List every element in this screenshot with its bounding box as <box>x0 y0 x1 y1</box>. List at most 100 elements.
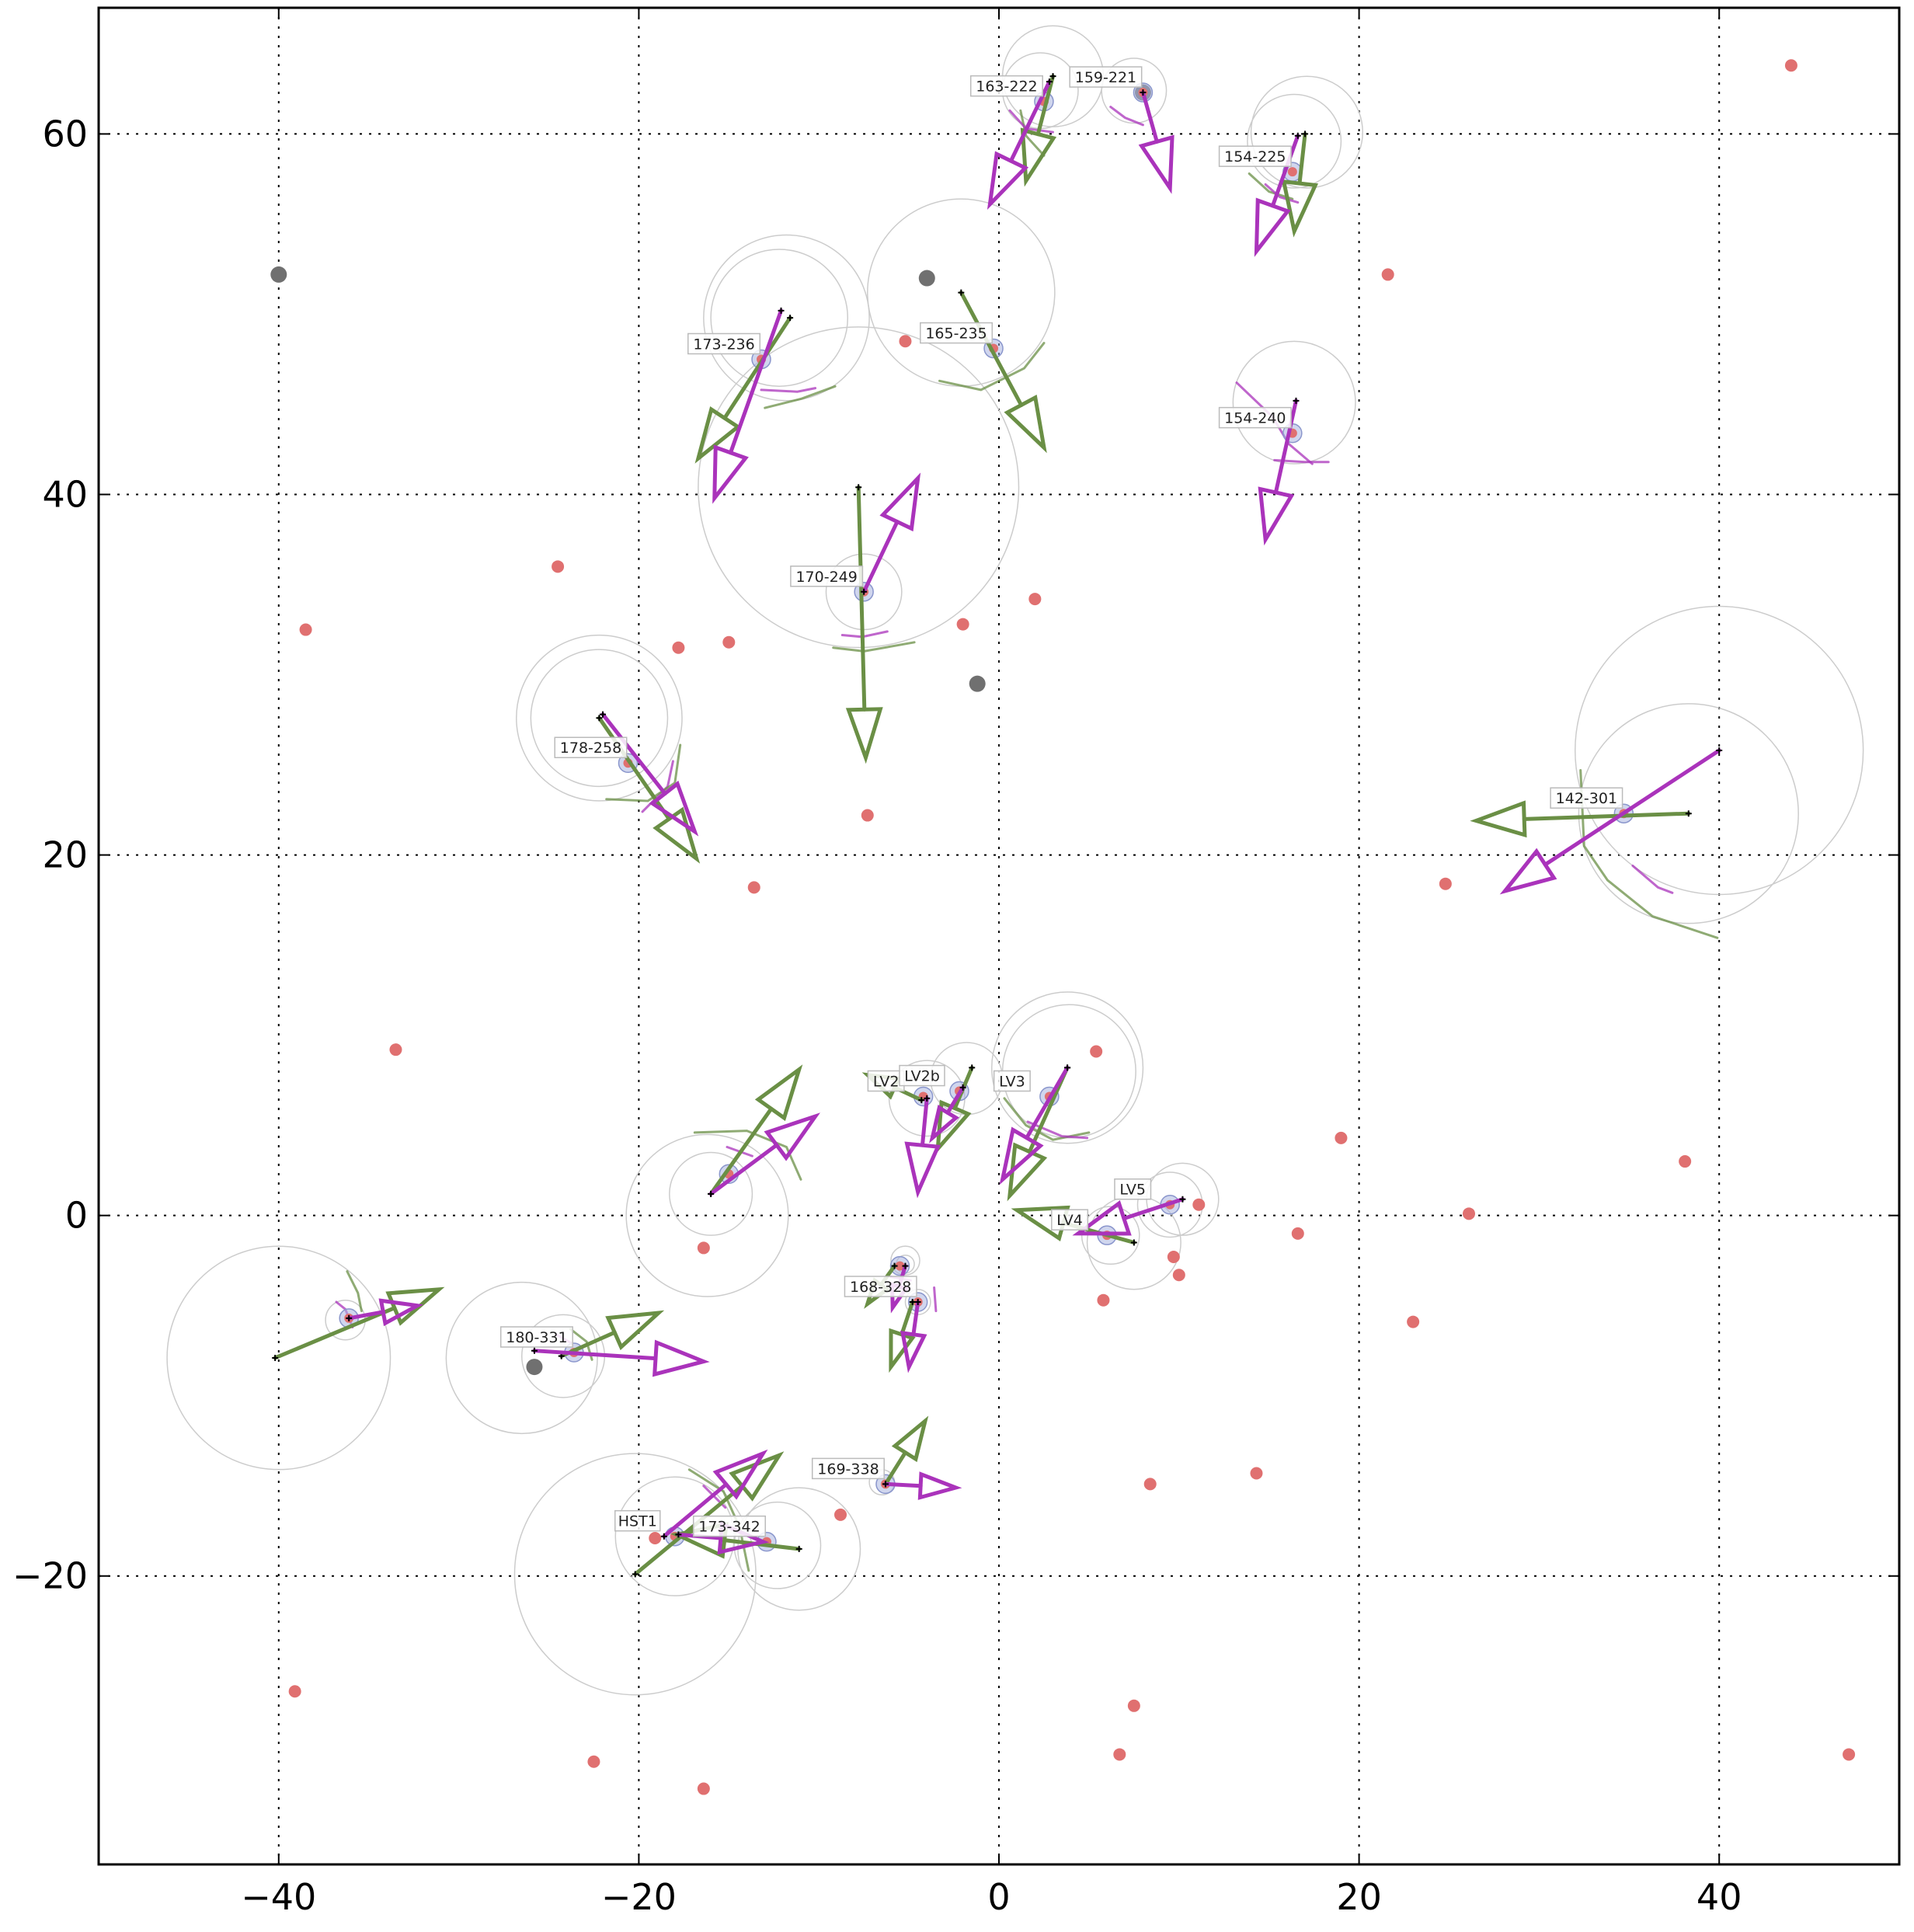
magenta-arrow-shaft <box>911 1300 920 1337</box>
red-point <box>1381 268 1394 281</box>
source-label-text: LV2 <box>873 1074 900 1091</box>
gray-point <box>918 270 935 287</box>
source-label-box <box>899 1064 945 1087</box>
magenta-arrow <box>861 472 921 595</box>
magenta-arrow-shaft <box>861 520 900 594</box>
red-point <box>834 1508 847 1521</box>
uncertainty-ring <box>625 1133 789 1297</box>
source-label-box <box>790 566 864 587</box>
uncertainty-ring <box>1575 605 1864 896</box>
green-arrow <box>958 289 1047 454</box>
red-point <box>1843 1748 1856 1761</box>
magenta-arrow-shaft <box>708 1143 779 1196</box>
magenta-arrow-head <box>917 1471 962 1500</box>
source-point <box>1287 167 1297 177</box>
background-points <box>270 59 1856 1795</box>
green-arrow-origin-mark <box>1302 131 1309 138</box>
red-point <box>1172 1269 1185 1282</box>
uncertainty-ring <box>669 1151 753 1236</box>
source-label-box <box>687 332 761 355</box>
magenta-arrow-head <box>712 1449 768 1500</box>
red-point <box>747 881 760 894</box>
green-arrow-origin-mark <box>1130 1239 1137 1246</box>
uncertainty-ring <box>698 326 1020 649</box>
gray-point <box>270 266 287 283</box>
green-uncertainty-arc <box>687 1468 750 1572</box>
magenta-arrow <box>531 1339 710 1377</box>
grid-lines <box>99 8 1899 1864</box>
green-arrow-origin-mark <box>787 315 794 322</box>
source-label: HST1 <box>614 1509 661 1532</box>
magenta-uncertainty-arc <box>933 1286 938 1313</box>
magenta-arrow-shaft <box>346 1310 385 1321</box>
gray-point <box>526 1359 543 1376</box>
source-label-text: 169-338 <box>817 1460 879 1478</box>
green-arrow-origin-mark <box>1049 73 1056 80</box>
magenta-uncertainty-arc <box>760 387 817 393</box>
green-arrow <box>694 315 794 464</box>
magenta-arrow-origin-mark <box>708 1190 715 1197</box>
green-uncertainty-arc <box>346 1270 363 1313</box>
source-label-text: 159-221 <box>1075 69 1136 86</box>
magenta-arrow-origin-mark <box>531 1347 538 1354</box>
magenta-arrow-shaft <box>532 1349 658 1361</box>
red-point <box>672 641 685 654</box>
red-point <box>697 1782 710 1795</box>
green-arrow-head <box>605 1310 665 1351</box>
green-arrow <box>1470 800 1692 838</box>
x-tick-label: −20 <box>601 1876 677 1918</box>
source-label-text: 142-301 <box>1556 790 1617 807</box>
magenta-arrow-head <box>879 472 921 532</box>
source-label: 180-331 <box>499 1326 573 1348</box>
source-label-text: LV2b <box>904 1068 940 1085</box>
red-point <box>649 1532 662 1545</box>
green-arrow-origin-mark <box>596 715 603 722</box>
magenta-arrow <box>1138 89 1174 194</box>
magenta-arrow-shaft <box>920 1096 929 1147</box>
green-arrow <box>845 484 883 764</box>
magenta-arrow-shaft <box>729 308 784 455</box>
x-tick-label: 20 <box>1336 1876 1382 1918</box>
red-point <box>1113 1748 1126 1761</box>
uncertainty-ring <box>1247 93 1342 189</box>
magenta-arrow-head <box>378 1298 424 1327</box>
magenta-arrow <box>660 1449 768 1540</box>
red-point <box>956 618 969 631</box>
uncertainty-ring <box>1578 703 1799 924</box>
y-tick-label: 60 <box>42 113 88 155</box>
red-point <box>1291 1227 1304 1240</box>
green-arrow-shaft <box>883 1450 907 1486</box>
magenta-arrow <box>708 1112 821 1197</box>
magenta-arrow-origin-mark <box>778 307 785 314</box>
source-label-text: HST1 <box>618 1513 657 1530</box>
source-label: 168-328 <box>844 1276 917 1297</box>
magenta-arrow-head <box>712 444 749 504</box>
source-label: 178-258 <box>554 736 628 758</box>
source-label-box <box>811 1457 885 1480</box>
red-point <box>1192 1198 1206 1211</box>
red-point <box>1462 1207 1475 1220</box>
source-label: 159-221 <box>1069 66 1143 88</box>
x-tick-label: −40 <box>241 1876 316 1918</box>
magenta-arrow-shaft <box>1140 90 1159 144</box>
x-tick-label: 40 <box>1696 1876 1742 1918</box>
magenta-arrow <box>1072 1196 1186 1236</box>
source-label-box <box>1069 66 1143 88</box>
magenta-arrow-origin-mark <box>1140 89 1147 96</box>
red-point <box>288 1685 301 1698</box>
green-arrow-origin-mark <box>795 1545 802 1552</box>
green-arrow-origin-mark <box>891 1262 898 1269</box>
green-arrow-head <box>694 406 742 464</box>
red-point <box>1407 1315 1420 1328</box>
magenta-arrow <box>1499 747 1723 895</box>
magenta-arrow-origin-mark <box>1716 747 1723 754</box>
green-arrow <box>1281 131 1319 238</box>
y-tick-label: 20 <box>42 834 88 876</box>
source-point <box>895 1261 905 1271</box>
green-arrow-shaft <box>856 485 867 712</box>
plot-area-background <box>99 8 1899 1864</box>
source-label: 173-342 <box>692 1515 766 1537</box>
green-arrow-shaft <box>900 1300 915 1337</box>
magenta-arrow-shaft <box>883 1481 923 1488</box>
magenta-arrow-shaft <box>662 1482 729 1539</box>
